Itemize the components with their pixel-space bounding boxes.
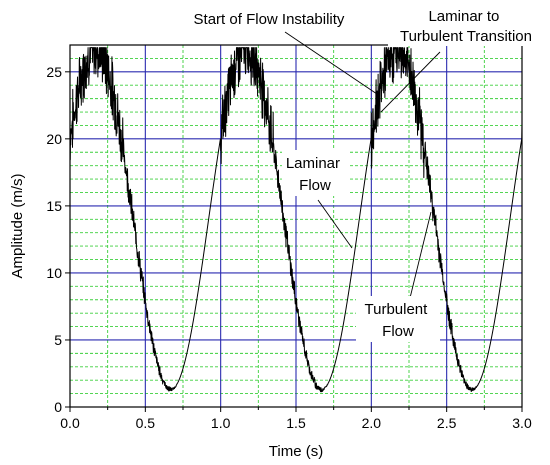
data-point (393, 50, 394, 51)
data-point (122, 158, 123, 159)
annotation-turbulent-flow-line-1: Turbulent (365, 301, 429, 318)
data-point (235, 58, 236, 59)
x-tick-label: 1.0 (211, 415, 231, 431)
x-tick-label: 2.5 (437, 415, 457, 431)
data-point (310, 376, 311, 377)
data-point (363, 205, 364, 206)
data-point (416, 111, 417, 112)
data-point (137, 266, 138, 267)
x-tick-label: 0.0 (60, 415, 80, 431)
x-tick-label: 0.5 (136, 415, 156, 431)
annotation-turbulent-flow-line-2: Flow (382, 323, 414, 340)
data-point (491, 345, 492, 346)
data-point (182, 373, 183, 374)
data-point (461, 376, 462, 377)
data-point (258, 71, 259, 72)
annotation-start-of-flow-instability: Start of Flow Instability (194, 11, 345, 28)
x-tick-label: 1.5 (286, 415, 306, 431)
annotation-turbulent-flow: Turbulent Flow (365, 301, 432, 340)
data-point (243, 50, 244, 51)
data-point (514, 192, 515, 193)
leader-start-of-flow-instability (284, 31, 378, 95)
data-point (506, 256, 507, 257)
x-tick-labels: 0.0 0.5 1.0 1.5 2.0 2.5 3.0 (60, 415, 532, 431)
data-point (454, 350, 455, 351)
data-point (152, 350, 153, 351)
series-line (69, 47, 523, 393)
annotation-bg-turbulent-flow (356, 296, 440, 342)
major-gridlines (70, 45, 522, 407)
x-tick-label: 2.0 (362, 415, 382, 431)
leader-laminar-to-turbulent-transition (380, 51, 441, 113)
data-point (378, 74, 379, 75)
data-point (95, 48, 96, 49)
data-point (280, 212, 281, 213)
annotation-bg-start-of-flow-instability (178, 8, 360, 29)
annotation-laminar-flow-line-2: Flow (299, 177, 331, 194)
annotation-laminar-flow: Laminar Flow (286, 155, 344, 194)
data-point (160, 376, 161, 377)
annotation-bg-laminar-to-turbulent-transition (388, 4, 546, 46)
data-point (303, 350, 304, 351)
annotation-laminar-to-turbulent-transition: Laminar to Turbulent Transition (400, 8, 532, 45)
data-point (92, 50, 93, 51)
data-point (472, 389, 473, 390)
data-point (190, 345, 191, 346)
data-point (446, 313, 447, 314)
data-point (115, 111, 116, 112)
annotation-leaders (284, 31, 441, 299)
y-tick-label: 15 (46, 198, 62, 214)
data-point (396, 48, 397, 49)
data-point (484, 373, 485, 374)
x-tick-label: 3.0 (512, 415, 532, 431)
leader-turbulent-flow (409, 211, 432, 299)
y-tick-label: 25 (46, 64, 62, 80)
data-point (205, 256, 206, 257)
data-point (220, 98, 221, 99)
data-point (439, 266, 440, 267)
y-tick-label: 5 (54, 332, 62, 348)
data-point (371, 118, 372, 119)
y-tick-label: 20 (46, 131, 62, 147)
data-point (145, 313, 146, 314)
data-point (246, 48, 247, 49)
data-point (273, 158, 274, 159)
series-layer (69, 47, 523, 393)
data-point (228, 74, 229, 75)
annotation-laminar-to-turbulent-line-2: Turbulent Transition (400, 28, 532, 45)
data-point (265, 111, 266, 112)
data-point (170, 389, 171, 390)
data-point (295, 313, 296, 314)
y-tick-label: 0 (54, 399, 62, 415)
data-point (341, 345, 342, 346)
data-point (499, 305, 500, 306)
data-point (197, 305, 198, 306)
data-point (213, 205, 214, 206)
annotation-laminar-to-turbulent-line-1: Laminar to (428, 8, 499, 25)
data-point (84, 58, 85, 59)
annotation-bg-laminar-flow (282, 150, 348, 196)
data-point (408, 71, 409, 72)
data-point (333, 373, 334, 374)
x-axis-title: Time (s) (269, 443, 323, 460)
y-tick-labels: 0 5 10 15 20 25 (46, 64, 62, 415)
data-point (356, 256, 357, 257)
y-axis-title: Amplitude (m/s) (9, 173, 26, 278)
leader-laminar-flow (317, 199, 353, 249)
data-point (321, 389, 322, 390)
data-point (130, 212, 131, 213)
data-point (107, 71, 108, 72)
data-point (423, 158, 424, 159)
data-point (386, 58, 387, 59)
data-point (77, 74, 78, 75)
annotation-laminar-flow-line-1: Laminar (286, 155, 340, 172)
data-point (288, 266, 289, 267)
axis-ticks (65, 71, 523, 412)
annotations: Start of Flow Instability Laminar to Tur… (178, 4, 546, 342)
y-tick-label: 10 (46, 265, 62, 281)
data-point (348, 305, 349, 306)
